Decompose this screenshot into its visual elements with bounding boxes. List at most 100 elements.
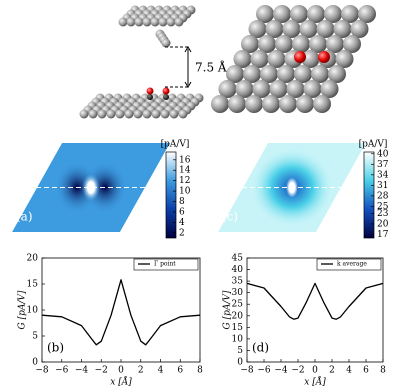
atom-c bbox=[147, 94, 153, 100]
atom bbox=[248, 20, 267, 38]
atom bbox=[160, 109, 170, 119]
y-tick-label: 15 bbox=[232, 323, 244, 333]
atom bbox=[243, 65, 261, 83]
y-tick-label: 45 bbox=[232, 254, 244, 264]
atom bbox=[106, 109, 116, 119]
atom bbox=[233, 50, 252, 68]
atom bbox=[133, 109, 143, 119]
panel-label: (c) bbox=[222, 210, 238, 224]
atom bbox=[79, 109, 89, 119]
x-axis-label: x [Å] bbox=[304, 376, 326, 386]
atom bbox=[256, 5, 274, 23]
legend-label: Γ point bbox=[154, 261, 176, 268]
y-tick-label: 30 bbox=[232, 288, 244, 298]
atom bbox=[350, 20, 369, 38]
atom bbox=[286, 80, 305, 98]
colorbar-tick-label: 20 bbox=[377, 219, 389, 229]
atom bbox=[282, 20, 301, 38]
atom bbox=[299, 20, 318, 38]
colorbar-tick-label: 17 bbox=[377, 230, 389, 240]
x-tick-label: −2 bbox=[291, 366, 304, 376]
atom-o bbox=[318, 51, 330, 63]
legend-label: k average bbox=[337, 261, 367, 268]
atom bbox=[279, 95, 297, 113]
atom bbox=[151, 109, 161, 119]
x-tick-label: −4 bbox=[274, 366, 288, 376]
x-axis-label: x [Å] bbox=[110, 376, 132, 386]
colorbar-tick-label: 2 bbox=[179, 228, 185, 238]
x-tick-label: −8 bbox=[240, 366, 254, 376]
panel-label: (a) bbox=[16, 210, 33, 224]
x-tick-label: 8 bbox=[380, 366, 386, 376]
distance-label: 7.5 Å bbox=[195, 60, 227, 75]
atom bbox=[262, 95, 280, 113]
heatmap bbox=[12, 143, 170, 232]
plot-frame bbox=[41, 257, 201, 363]
atom bbox=[303, 80, 322, 98]
atom bbox=[252, 80, 271, 98]
heatmap-high bbox=[82, 173, 100, 202]
atom-o bbox=[294, 51, 306, 63]
atom bbox=[341, 5, 359, 23]
atom bbox=[226, 65, 244, 83]
atom bbox=[358, 5, 376, 23]
y-axis-label: G [pA/V] bbox=[18, 290, 28, 329]
x-tick-label: −4 bbox=[75, 366, 89, 376]
colorbar-tick-label: 6 bbox=[179, 207, 185, 217]
atom bbox=[228, 95, 246, 113]
atom bbox=[142, 109, 152, 119]
x-tick-label: 4 bbox=[346, 366, 352, 376]
colorbar-tick-label: 31 bbox=[377, 181, 388, 191]
atom bbox=[326, 35, 344, 53]
x-tick-label: 0 bbox=[312, 366, 318, 376]
atom-c bbox=[163, 94, 169, 100]
arrow-heads bbox=[184, 46, 192, 88]
atom bbox=[97, 109, 107, 119]
illustration bbox=[79, 5, 376, 119]
atom bbox=[211, 95, 229, 113]
colorbar-tick-label: 4 bbox=[179, 218, 185, 228]
y-tick-label: 25 bbox=[232, 300, 244, 310]
y-tick-label: 35 bbox=[232, 277, 244, 287]
colorbar-tick-label: 28 bbox=[377, 191, 389, 201]
atom bbox=[275, 35, 293, 53]
atom bbox=[320, 80, 339, 98]
atom bbox=[150, 17, 160, 27]
line-series bbox=[246, 282, 384, 320]
colorbar-tick-label: 12 bbox=[179, 176, 190, 186]
atom bbox=[142, 17, 152, 27]
x-tick-label: 4 bbox=[158, 366, 164, 376]
atom bbox=[218, 80, 237, 98]
legend-box bbox=[133, 258, 199, 271]
atom bbox=[166, 17, 176, 27]
atom bbox=[118, 17, 128, 27]
x-tick-label: 6 bbox=[363, 366, 369, 376]
x-tick-label: −2 bbox=[95, 366, 108, 376]
x-tick-label: 2 bbox=[329, 366, 335, 376]
y-tick-label: 40 bbox=[232, 265, 244, 275]
x-tick-label: −6 bbox=[257, 366, 271, 376]
atom bbox=[290, 5, 308, 23]
atom bbox=[273, 5, 291, 23]
colorbar-label: [pA/V] bbox=[359, 140, 388, 150]
atom bbox=[124, 109, 134, 119]
colorbar-tick-label: 8 bbox=[179, 197, 185, 207]
atom bbox=[307, 5, 325, 23]
panel-label: (d) bbox=[252, 341, 269, 355]
y-tick-label: 10 bbox=[27, 306, 39, 316]
atom bbox=[311, 65, 329, 83]
atom bbox=[258, 35, 276, 53]
y-axis-label: G [pA/V] bbox=[223, 290, 233, 329]
colorbar-tick-label: 40 bbox=[377, 149, 389, 159]
x-tick-label: −6 bbox=[55, 366, 69, 376]
atom bbox=[158, 17, 168, 27]
colorbar-tick-label: 10 bbox=[179, 187, 191, 197]
atom bbox=[169, 109, 179, 119]
atom bbox=[316, 20, 335, 38]
atom bbox=[335, 50, 354, 68]
x-tick-label: 8 bbox=[197, 366, 203, 376]
atom bbox=[292, 35, 310, 53]
colorbar-label: [pA/V] bbox=[161, 140, 190, 150]
legend-box bbox=[316, 258, 382, 271]
atom bbox=[267, 50, 286, 68]
